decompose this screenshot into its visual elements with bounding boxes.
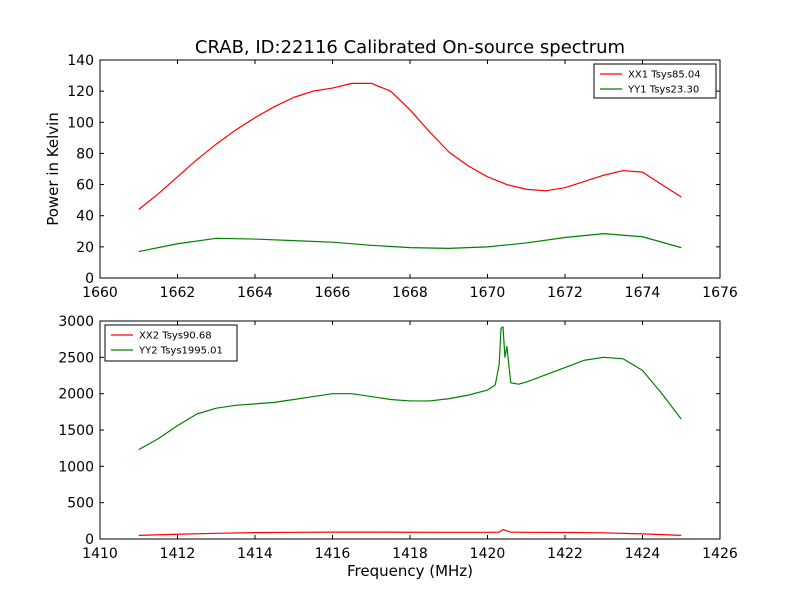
x-tick-label: 1420 xyxy=(470,546,506,562)
x-tick-label: 1664 xyxy=(237,285,273,301)
y-tick-label: 140 xyxy=(67,53,94,69)
y-tick-label: 2500 xyxy=(58,350,94,366)
legend-entry: YY1 Tsys23.30 xyxy=(627,85,699,96)
series-line-xx2 xyxy=(138,528,682,536)
legend-entry: XX1 Tsys85.04 xyxy=(628,70,701,81)
x-tick-label: 1422 xyxy=(547,546,583,562)
top-plot-panel: 1660 1662 1664 1666 1668 1670 1672 1674 1676 0 20 4… xyxy=(44,53,738,301)
y-tick-label: 60 xyxy=(76,178,94,194)
chart-title: CRAB, ID:22116 Calibrated On-source spec… xyxy=(195,37,625,58)
y-tick-label: 0 xyxy=(85,532,94,548)
series-line-yy2 xyxy=(138,326,682,451)
legend: XX1 Tsys85.04 YY1 Tsys23.30 xyxy=(593,63,717,99)
y-tick-label: 500 xyxy=(67,496,94,512)
y-tick-label: 2000 xyxy=(58,387,94,403)
x-tick-label: 1674 xyxy=(625,285,661,301)
x-tick-label: 1416 xyxy=(315,546,351,562)
x-tick-label: 1662 xyxy=(160,285,196,301)
x-tick-label: 1414 xyxy=(237,546,273,562)
y-tick-label: 1000 xyxy=(58,459,94,475)
y-tick-label: 40 xyxy=(76,209,94,225)
x-tick-label: 1672 xyxy=(547,285,583,301)
y-tick-label: 20 xyxy=(76,240,94,256)
y-tick-label: 80 xyxy=(76,146,94,162)
y-tick-label: 100 xyxy=(67,115,94,131)
legend: XX2 Tsys90.68 YY2 Tsys1995.01 xyxy=(104,324,238,362)
x-tick-label: 1426 xyxy=(702,546,738,562)
x-tick-label: 1412 xyxy=(160,546,196,562)
legend-box xyxy=(104,324,238,362)
x-tick-label: 1666 xyxy=(315,285,351,301)
x-tick-label: 1410 xyxy=(82,546,118,562)
bottom-plot-panel: 1410 1412 1414 1416 1418 1420 1422 1424 1426 0 500… xyxy=(58,314,738,580)
series-line-yy1 xyxy=(138,233,682,253)
x-axis-label: Frequency (MHz) xyxy=(347,562,473,580)
y-tick-label: 3000 xyxy=(58,314,94,330)
legend-entry: XX2 Tsys90.68 xyxy=(139,331,212,342)
y-axis-label: Power in Kelvin xyxy=(44,112,62,226)
x-tick-label: 1670 xyxy=(470,285,506,301)
legend-box xyxy=(593,63,717,99)
legend-entry: YY2 Tsys1995.01 xyxy=(138,346,223,357)
x-tick-label: 1660 xyxy=(82,285,118,301)
y-tick-label: 120 xyxy=(67,84,94,100)
x-tick-label: 1668 xyxy=(392,285,428,301)
x-tick-label: 1676 xyxy=(702,285,738,301)
series-line-xx1 xyxy=(138,82,682,210)
x-tick-label: 1424 xyxy=(625,546,661,562)
y-tick-label: 0 xyxy=(85,271,94,287)
x-tick-label: 1418 xyxy=(392,546,428,562)
y-tick-label: 1500 xyxy=(58,423,94,439)
